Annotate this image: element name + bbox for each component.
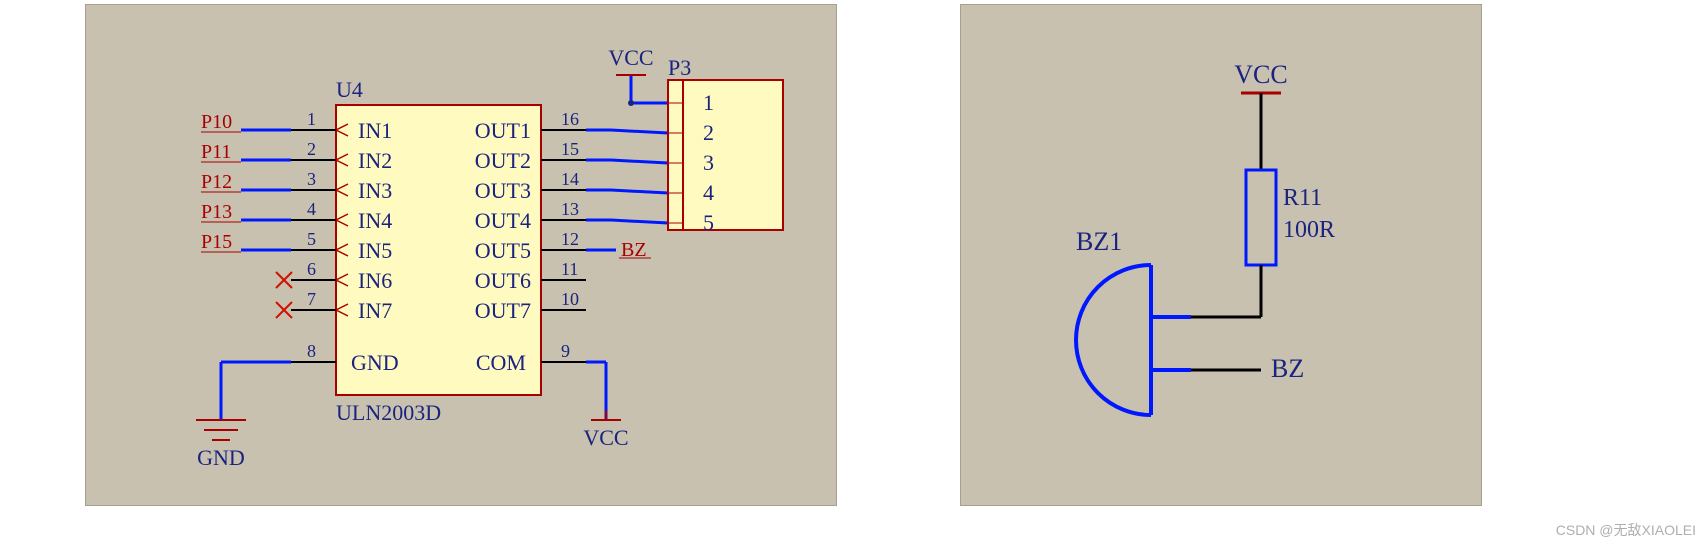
- chip-part: ULN2003D: [336, 400, 441, 425]
- pin-num: 13: [561, 199, 579, 219]
- left-schematic: U4 ULN2003D 1 IN1 P10 2 IN2 P11 3 IN3 P12 4 IN4 P13…: [86, 5, 836, 505]
- pin-num: 5: [307, 229, 316, 249]
- gnd-symbol: GND: [196, 362, 291, 470]
- pin-num: 12: [561, 229, 579, 249]
- svg-text:GND: GND: [197, 445, 245, 470]
- output-pins: 16 OUT1 15 OUT2 14 OUT3 13 OUT4 12 OUT5 11 OUT6 10 OU…: [475, 103, 668, 323]
- pin-num: 11: [561, 259, 578, 279]
- net-label: P10: [201, 111, 232, 133]
- pin-num: 16: [561, 109, 579, 129]
- svg-text:GND: GND: [351, 350, 399, 375]
- pin-num: 1: [307, 109, 316, 129]
- p3-pin: 3: [703, 150, 714, 175]
- pin-num: 10: [561, 289, 579, 309]
- pin-num: 14: [561, 169, 579, 189]
- svg-text:8: 8: [307, 341, 316, 361]
- p3-ref: P3: [668, 55, 691, 80]
- resistor-body: [1246, 170, 1276, 265]
- pin-name: OUT7: [475, 298, 531, 323]
- input-pins: 1 IN1 P10 2 IN2 P11 3 IN3 P12 4 IN4 P13 5 IN5 P15 6 IN6 7…: [201, 109, 392, 323]
- schematic-canvas: U4 ULN2003D 1 IN1 P10 2 IN2 P11 3 IN3 P12 4 IN4 P13…: [0, 0, 1706, 546]
- res-val: 100R: [1283, 217, 1335, 243]
- pin-name: OUT1: [475, 118, 531, 143]
- svg-text:9: 9: [561, 341, 570, 361]
- right-panel: VCC R11 100R BZ1 BZ: [960, 4, 1482, 506]
- pin-name: OUT2: [475, 148, 531, 173]
- pin-name: IN6: [358, 268, 392, 293]
- pin-name: OUT4: [475, 208, 531, 233]
- top-vcc: VCC: [608, 45, 653, 106]
- p3-pin: 4: [703, 180, 714, 205]
- net-label: P13: [201, 201, 232, 223]
- net-label: P12: [201, 171, 232, 193]
- pin-name: IN1: [358, 118, 392, 143]
- pin-num: 7: [307, 289, 316, 309]
- net-label: P11: [201, 141, 231, 163]
- pin-num: 6: [307, 259, 316, 279]
- p3-body: [668, 80, 783, 230]
- pin-name: IN3: [358, 178, 392, 203]
- pin-num: 2: [307, 139, 316, 159]
- p3-connector: P3 1 2 3 4 5: [668, 55, 783, 235]
- p3-pin: 5: [703, 210, 714, 235]
- watermark: CSDN @无敌XIAOLEI: [1556, 520, 1696, 540]
- svg-text:VCC: VCC: [583, 425, 628, 450]
- vcc-label: VCC: [1234, 60, 1287, 89]
- p3-pin: 2: [703, 120, 714, 145]
- pin-name: OUT6: [475, 268, 531, 293]
- pin-name: OUT3: [475, 178, 531, 203]
- pin-name: IN2: [358, 148, 392, 173]
- pin-name: IN5: [358, 238, 392, 263]
- pin-name: OUT5: [475, 238, 531, 263]
- pin-num: 3: [307, 169, 316, 189]
- pin-name: IN7: [358, 298, 392, 323]
- right-schematic: VCC R11 100R BZ1 BZ: [961, 5, 1481, 505]
- svg-text:VCC: VCC: [608, 45, 653, 70]
- buzzer-arc: [1076, 265, 1151, 415]
- bz-label: BZ: [1271, 354, 1304, 383]
- svg-text:COM: COM: [476, 350, 526, 375]
- pin-num: 15: [561, 139, 579, 159]
- pin-num: 4: [307, 199, 316, 219]
- buzzer-ref: BZ1: [1076, 227, 1122, 256]
- bz-net-label: BZ: [621, 239, 647, 261]
- com-vcc: VCC: [583, 362, 628, 450]
- chip-ref: U4: [336, 77, 363, 102]
- res-ref: R11: [1283, 185, 1322, 211]
- pin-name: IN4: [358, 208, 392, 233]
- p3-pin: 1: [703, 90, 714, 115]
- net-label: P15: [201, 231, 232, 253]
- left-panel: U4 ULN2003D 1 IN1 P10 2 IN2 P11 3 IN3 P12 4 IN4 P13…: [85, 4, 837, 506]
